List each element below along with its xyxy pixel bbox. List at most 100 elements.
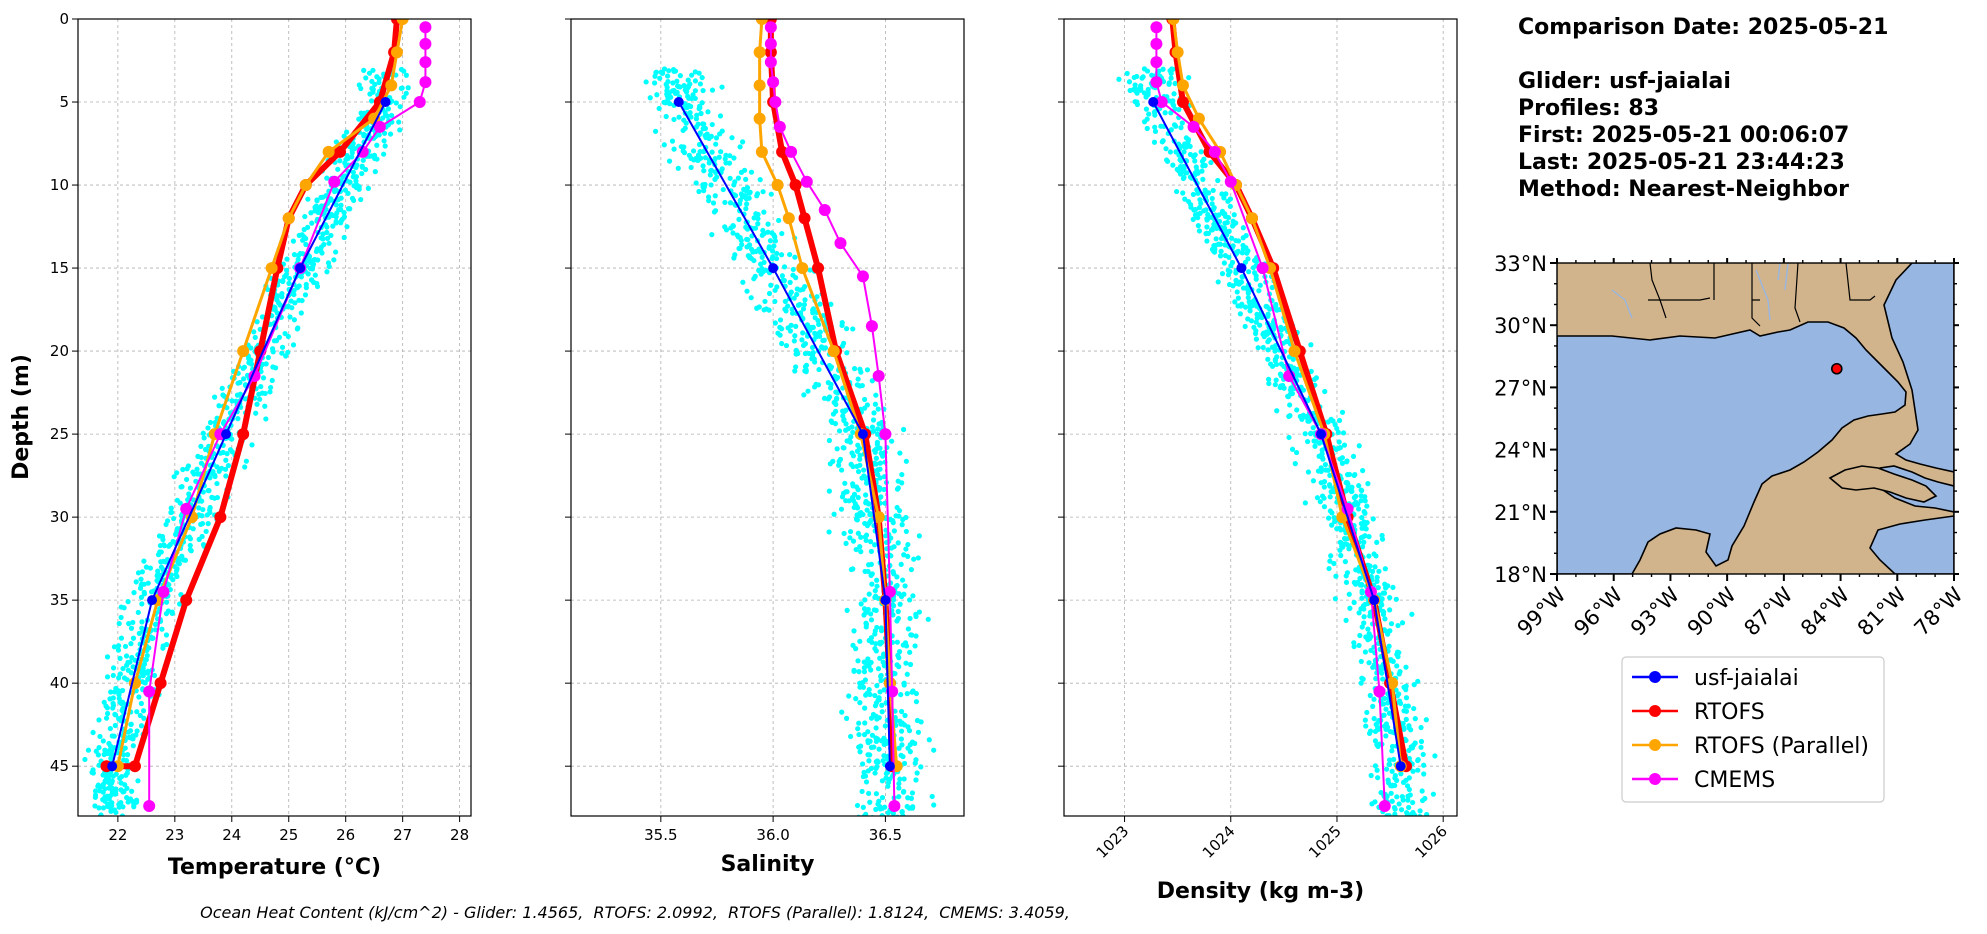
scatter-point: [1199, 168, 1205, 174]
scatter-point: [696, 141, 703, 148]
scatter-point: [1401, 818, 1406, 823]
scatter-point: [841, 530, 847, 537]
scatter-point: [1259, 314, 1265, 321]
scatter-point: [1319, 447, 1325, 453]
scatter-point: [895, 608, 901, 615]
scatter-point: [1253, 336, 1259, 342]
scatter-point: [692, 88, 698, 94]
series-point: [872, 369, 885, 382]
map-y-tick-label: 18°N: [1494, 563, 1547, 587]
legend-marker: [1649, 705, 1661, 717]
scatter-point: [881, 486, 887, 493]
series-point: [328, 175, 341, 188]
scatter-point: [1352, 581, 1359, 587]
scatter-point: [1382, 695, 1388, 702]
scatter-point: [130, 635, 137, 641]
scatter-point: [214, 464, 220, 470]
scatter-point: [104, 654, 111, 660]
scatter-point: [1370, 516, 1376, 522]
scatter-point: [172, 531, 179, 538]
scatter-point: [867, 799, 873, 805]
scatter-point: [697, 81, 703, 87]
scatter-point: [1409, 611, 1415, 617]
scatter-point: [1370, 703, 1376, 709]
scatter-point: [787, 279, 793, 285]
glider-location-marker: [1830, 362, 1843, 375]
scatter-point: [1151, 139, 1158, 145]
scatter-point: [121, 757, 127, 763]
gulf-map: 99°W96°W93°W90°W87°W84°W81°W78°W33°N30°N…: [1494, 252, 1968, 641]
scatter-point: [279, 350, 285, 356]
series-point: [753, 46, 766, 59]
scatter-point: [794, 286, 800, 292]
scatter-point: [880, 653, 886, 660]
scatter-point: [1177, 157, 1183, 163]
scatter-point: [861, 669, 868, 675]
scatter-point: [360, 157, 366, 163]
scatter-point: [273, 365, 279, 371]
scatter-point: [826, 529, 832, 535]
map-y-tick-label: 24°N: [1494, 439, 1547, 463]
scatter-point: [868, 667, 874, 673]
scatter-point: [196, 505, 202, 511]
scatter-point: [257, 396, 263, 402]
scatter-point: [1196, 228, 1203, 234]
series-point: [1150, 21, 1163, 34]
scatter-point: [117, 775, 123, 781]
scatter-point: [1421, 771, 1427, 777]
series-point: [265, 262, 278, 275]
map-y-tick-label: 27°N: [1494, 376, 1547, 400]
scatter-point: [1406, 804, 1412, 811]
scatter-point: [1359, 515, 1365, 521]
series-point: [764, 21, 777, 34]
scatter-point: [760, 189, 766, 195]
series-point: [1256, 262, 1269, 275]
scatter-point: [325, 260, 332, 266]
scatter-point: [139, 625, 145, 631]
scatter-point: [116, 801, 122, 807]
scatter-point: [755, 216, 761, 222]
scatter-point: [1372, 728, 1379, 735]
scatter-point: [890, 568, 896, 575]
scatter-point: [802, 341, 809, 347]
scatter-point: [745, 253, 751, 259]
scatter-point: [310, 261, 317, 267]
scatter-point: [748, 246, 755, 252]
scatter-point: [850, 566, 856, 572]
scatter-point: [1394, 693, 1400, 699]
scatter-point: [800, 306, 807, 312]
scatter-point: [1233, 280, 1240, 286]
scatter-point: [688, 155, 694, 162]
scatter-point: [1390, 584, 1396, 591]
scatter-point: [1186, 74, 1192, 81]
series-point: [812, 262, 825, 275]
scatter-point: [854, 382, 861, 388]
scatter-point: [120, 699, 126, 705]
scatter-point: [866, 687, 872, 693]
scatter-point: [670, 66, 677, 73]
scatter-point: [1196, 205, 1203, 211]
scatter-point: [294, 326, 300, 332]
scatter-point: [897, 450, 903, 456]
scatter-point: [283, 353, 289, 359]
scatter-point: [1359, 581, 1365, 588]
scatter-point: [194, 466, 200, 472]
scatter-point: [387, 131, 394, 137]
scatter-point: [1410, 799, 1416, 806]
scatter-point: [1351, 643, 1357, 650]
scatter-point: [1380, 676, 1386, 682]
scatter-point: [666, 90, 672, 96]
profile-count: Profiles: 83: [1518, 96, 1660, 121]
scatter-point: [1213, 236, 1219, 242]
scatter-point: [358, 196, 364, 203]
scatter-point: [1260, 344, 1266, 351]
scatter-point: [929, 793, 935, 800]
scatter-point: [1321, 484, 1327, 490]
scatter-point: [1371, 716, 1377, 722]
scatter-point: [1211, 249, 1218, 255]
scatter-point: [840, 490, 847, 497]
scatter-point: [1358, 493, 1364, 499]
scatter-point: [1287, 391, 1294, 397]
ohc-cmems: CMEMS: 3.4059,: [939, 903, 1070, 922]
series-point: [1288, 345, 1301, 358]
